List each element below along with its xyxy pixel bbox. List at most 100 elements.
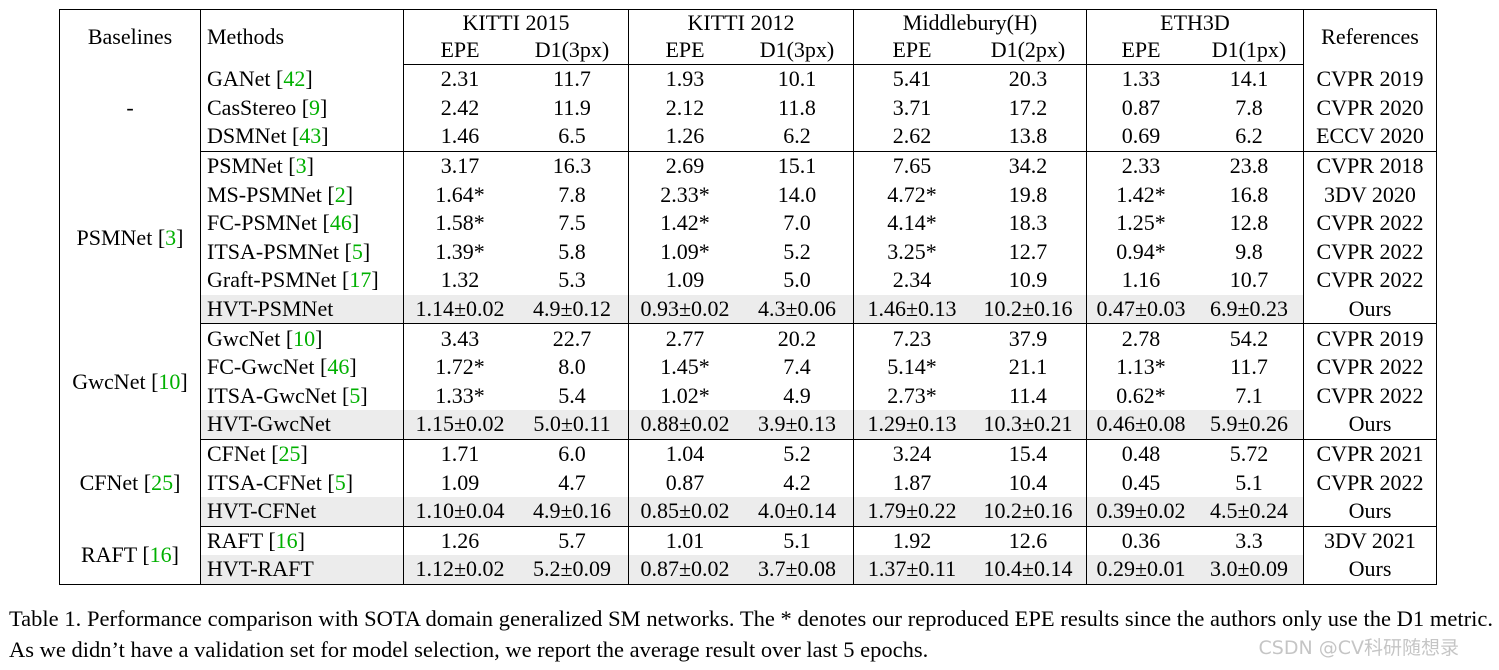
value-cell: 1.58* bbox=[435, 210, 485, 236]
method-name: CFNet bbox=[207, 441, 266, 467]
reference-cell: Ours bbox=[1303, 294, 1437, 325]
value-cell: 1.29±0.13 bbox=[853, 410, 970, 440]
table-row: CasStereo [9] 2.42 11.9 2.12 11.8 3.71 17.2 0.8… bbox=[60, 93, 1437, 123]
citation-link[interactable]: 25 bbox=[151, 469, 174, 495]
citation-link[interactable]: 9 bbox=[309, 94, 321, 120]
value-cell: 0.36 bbox=[1121, 527, 1161, 553]
value-cell: 3.43 bbox=[440, 325, 480, 351]
citation-link[interactable]: 46 bbox=[329, 210, 352, 236]
citation-link[interactable]: 2 bbox=[334, 181, 346, 207]
value-cell: 2.69 bbox=[665, 153, 705, 179]
value-cell: 5.4 bbox=[516, 381, 629, 411]
value-cell: 1.42* bbox=[1116, 181, 1166, 207]
citation-link[interactable]: 10 bbox=[293, 325, 316, 351]
header-metric: EPE bbox=[1086, 36, 1195, 65]
method-name: HVT-GwcNet bbox=[207, 411, 331, 437]
citation-link[interactable]: 25 bbox=[278, 441, 301, 467]
citation-link[interactable]: 16 bbox=[149, 541, 172, 567]
citation-link[interactable]: 5 bbox=[334, 469, 346, 495]
method-name: FC-GwcNet bbox=[207, 354, 315, 380]
value-cell: 7.8 bbox=[516, 180, 629, 209]
reference-cell: CVPR 2019 bbox=[1316, 66, 1424, 92]
value-cell: 0.47±0.03 bbox=[1086, 294, 1195, 325]
value-cell: 4.72* bbox=[887, 181, 937, 207]
method-name: ITSA-CFNet bbox=[207, 469, 322, 495]
value-cell: 4.2 bbox=[741, 468, 854, 497]
value-cell: 0.69 bbox=[1086, 122, 1195, 152]
citation-link[interactable]: 5 bbox=[351, 238, 363, 264]
citation-link[interactable]: 5 bbox=[349, 382, 361, 408]
value-cell: 2.62 bbox=[853, 122, 970, 152]
value-cell: 1.79±0.22 bbox=[853, 496, 970, 527]
baseline-cell: GwcNet [10] bbox=[59, 323, 201, 440]
table-row: - GANet [42] 2.31 11.7 1.93 10.1 5.41 20.3 1.33 1… bbox=[59, 64, 1437, 152]
value-cell: 1.15±0.02 bbox=[403, 410, 516, 440]
value-cell: 14.0 bbox=[741, 180, 854, 209]
value-cell: 0.62* bbox=[1116, 382, 1166, 408]
method-name: DSMNet bbox=[207, 123, 287, 149]
value-cell: 4.3±0.06 bbox=[741, 294, 854, 325]
citation-link[interactable]: 3 bbox=[295, 153, 307, 179]
value-cell: 1.26 bbox=[440, 527, 480, 553]
value-cell: 1.64* bbox=[435, 181, 485, 207]
reference-cell: CVPR 2019 bbox=[1316, 325, 1424, 351]
value-cell: 10.2±0.16 bbox=[970, 496, 1087, 527]
value-cell: 8.0 bbox=[516, 352, 629, 382]
citation-link[interactable]: 42 bbox=[283, 66, 306, 92]
value-cell: 1.42* bbox=[660, 210, 710, 236]
value-cell: 7.65 bbox=[892, 153, 932, 179]
value-cell: 1.33 bbox=[1121, 66, 1161, 92]
reference-cell: CVPR 2020 bbox=[1316, 94, 1424, 120]
header-dataset-kitti2015: KITTI 2015 bbox=[403, 9, 629, 36]
value-cell: 1.16 bbox=[1121, 267, 1161, 293]
value-cell: 12.7 bbox=[970, 237, 1087, 267]
value-cell: 0.87 bbox=[1121, 94, 1161, 120]
value-cell: 3.7±0.08 bbox=[741, 555, 854, 585]
value-cell: 4.14* bbox=[887, 210, 937, 236]
method-cell: HVT-CFNet bbox=[200, 496, 404, 527]
method-cell: PSMNet [3] bbox=[200, 151, 404, 181]
header-metric: EPE bbox=[853, 36, 970, 65]
method-cell: ITSA-PSMNet [5] bbox=[200, 237, 404, 267]
value-cell: 1.39* bbox=[435, 238, 485, 264]
value-cell: 5.2 bbox=[741, 439, 854, 469]
table-row: FC-GwcNet [46] 1.72* 8.0 1.45* 7.4 5.14* 21.1 1… bbox=[60, 352, 1437, 382]
citation-link[interactable]: 16 bbox=[275, 527, 298, 553]
header-row-datasets: Baselines Methods KITTI 2015 KITTI 2012 … bbox=[59, 9, 1437, 65]
citation-link[interactable]: 43 bbox=[299, 123, 322, 149]
value-cell: 21.1 bbox=[970, 352, 1087, 382]
method-name: HVT-PSMNet bbox=[207, 296, 334, 322]
value-cell: 3.9±0.13 bbox=[741, 410, 854, 440]
method-name: CasStereo bbox=[207, 94, 297, 120]
value-cell: 5.1 bbox=[1195, 468, 1304, 497]
value-cell: 0.48 bbox=[1121, 441, 1161, 467]
value-cell: 17.2 bbox=[970, 93, 1087, 123]
value-cell: 4.9±0.16 bbox=[516, 496, 629, 527]
value-cell: 1.33* bbox=[435, 382, 485, 408]
value-cell: 5.72 bbox=[1195, 439, 1304, 469]
value-cell: 5.41 bbox=[892, 66, 932, 92]
value-cell: 7.0 bbox=[741, 208, 854, 238]
value-cell: 1.12±0.02 bbox=[403, 555, 516, 585]
header-metric: D1(3px) bbox=[741, 36, 854, 65]
citation-link[interactable]: 10 bbox=[158, 368, 181, 394]
table-row: FC-PSMNet [46] 1.58* 7.5 1.42* 7.0 4.14* 18.3 1… bbox=[60, 208, 1437, 238]
method-cell: Graft-PSMNet [17] bbox=[200, 266, 404, 295]
citation-link[interactable]: 46 bbox=[327, 354, 350, 380]
value-cell: 0.45 bbox=[1121, 469, 1161, 495]
header-dataset-middlebury: Middlebury(H) bbox=[853, 9, 1087, 36]
table-row: ITSA-PSMNet [5] 1.39* 5.8 1.09* 5.2 3.25* 12.7… bbox=[60, 237, 1437, 267]
value-cell: 6.5 bbox=[516, 122, 629, 152]
value-cell: 11.4 bbox=[970, 381, 1087, 411]
citation-link[interactable]: 3 bbox=[165, 224, 177, 250]
reference-cell: CVPR 2022 bbox=[1316, 469, 1424, 495]
value-cell: 7.5 bbox=[516, 208, 629, 238]
value-cell: 10.1 bbox=[741, 64, 854, 94]
value-cell: 1.32 bbox=[440, 267, 480, 293]
value-cell: 0.85±0.02 bbox=[628, 496, 741, 527]
reference-cell: 3DV 2021 bbox=[1324, 527, 1416, 553]
citation-link[interactable]: 17 bbox=[349, 267, 372, 293]
value-cell: 2.42 bbox=[440, 94, 480, 120]
value-cell: 10.4 bbox=[970, 468, 1087, 497]
value-cell: 1.26 bbox=[628, 122, 741, 152]
